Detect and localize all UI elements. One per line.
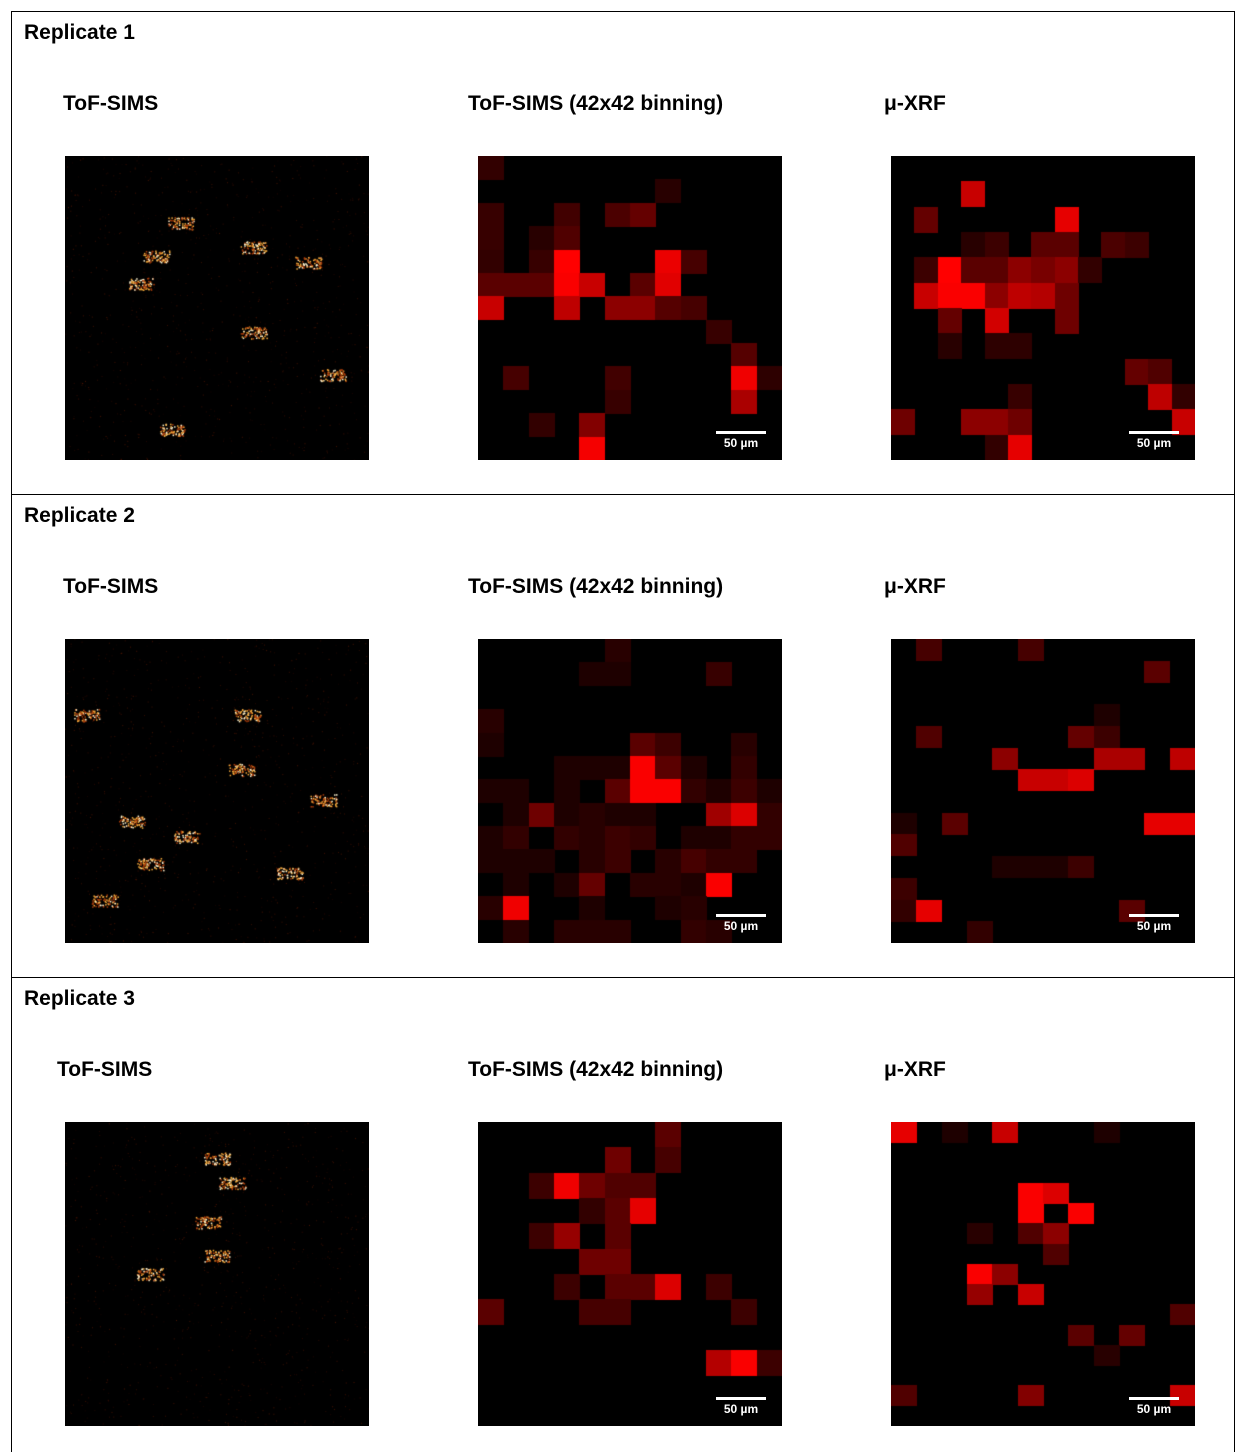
tofsims-binned-map [478, 156, 782, 460]
scale-bar: 50 µm [1129, 914, 1179, 933]
replicate-title: Replicate 1 [24, 21, 135, 44]
scale-bar-line [716, 914, 766, 917]
xrf-image: 50 µm [891, 156, 1195, 460]
scale-bar-label: 50 µm [723, 1402, 759, 1416]
table-border-left [11, 11, 12, 1452]
xrf-map [891, 639, 1195, 943]
column-title-tofsims-binned: ToF-SIMS (42x42 binning) [468, 575, 724, 598]
scale-bar: 50 µm [716, 1397, 766, 1416]
scale-bar-line [1129, 1397, 1179, 1400]
table-row-divider [11, 977, 1235, 978]
tofsims-map [65, 156, 369, 460]
scale-bar-label: 50 µm [1136, 1402, 1172, 1416]
column-title-tofsims: ToF-SIMS [63, 575, 159, 598]
table-border-top [11, 11, 1235, 12]
column-title-tofsims: ToF-SIMS [57, 1058, 153, 1081]
scale-bar-label: 50 µm [723, 919, 759, 933]
tofsims-image [65, 156, 369, 460]
xrf-map [891, 1122, 1195, 1426]
scale-bar-line [1129, 431, 1179, 434]
column-title-xrf: μ-XRF [884, 1058, 946, 1081]
scale-bar: 50 µm [716, 914, 766, 933]
scale-bar-label: 50 µm [1136, 919, 1172, 933]
table-border-right [1234, 11, 1235, 1452]
column-title-tofsims-binned: ToF-SIMS (42x42 binning) [468, 92, 724, 115]
tofsims-binned-map [478, 639, 782, 943]
xrf-map [891, 156, 1195, 460]
column-title-xrf: μ-XRF [884, 575, 946, 598]
scale-bar: 50 µm [716, 431, 766, 450]
tofsims-image [65, 1122, 369, 1426]
xrf-image: 50 µm [891, 1122, 1195, 1426]
tofsims-binned-image: 50 µm [478, 639, 782, 943]
tofsims-binned-image: 50 µm [478, 1122, 782, 1426]
scale-bar: 50 µm [1129, 1397, 1179, 1416]
column-title-tofsims-binned: ToF-SIMS (42x42 binning) [468, 1058, 724, 1081]
scale-bar-line [716, 1397, 766, 1400]
tofsims-binned-image: 50 µm [478, 156, 782, 460]
column-title-xrf: μ-XRF [884, 92, 946, 115]
scale-bar-label: 50 µm [1136, 436, 1172, 450]
tofsims-image [65, 639, 369, 943]
scale-bar: 50 µm [1129, 431, 1179, 450]
tofsims-map [65, 1122, 369, 1426]
replicate-title: Replicate 2 [24, 504, 135, 527]
scale-bar-line [716, 431, 766, 434]
tofsims-binned-map [478, 1122, 782, 1426]
xrf-image: 50 µm [891, 639, 1195, 943]
tofsims-map [65, 639, 369, 943]
column-title-tofsims: ToF-SIMS [63, 92, 159, 115]
scale-bar-label: 50 µm [723, 436, 759, 450]
replicate-title: Replicate 3 [24, 987, 135, 1010]
scale-bar-line [1129, 914, 1179, 917]
table-row-divider [11, 494, 1235, 495]
